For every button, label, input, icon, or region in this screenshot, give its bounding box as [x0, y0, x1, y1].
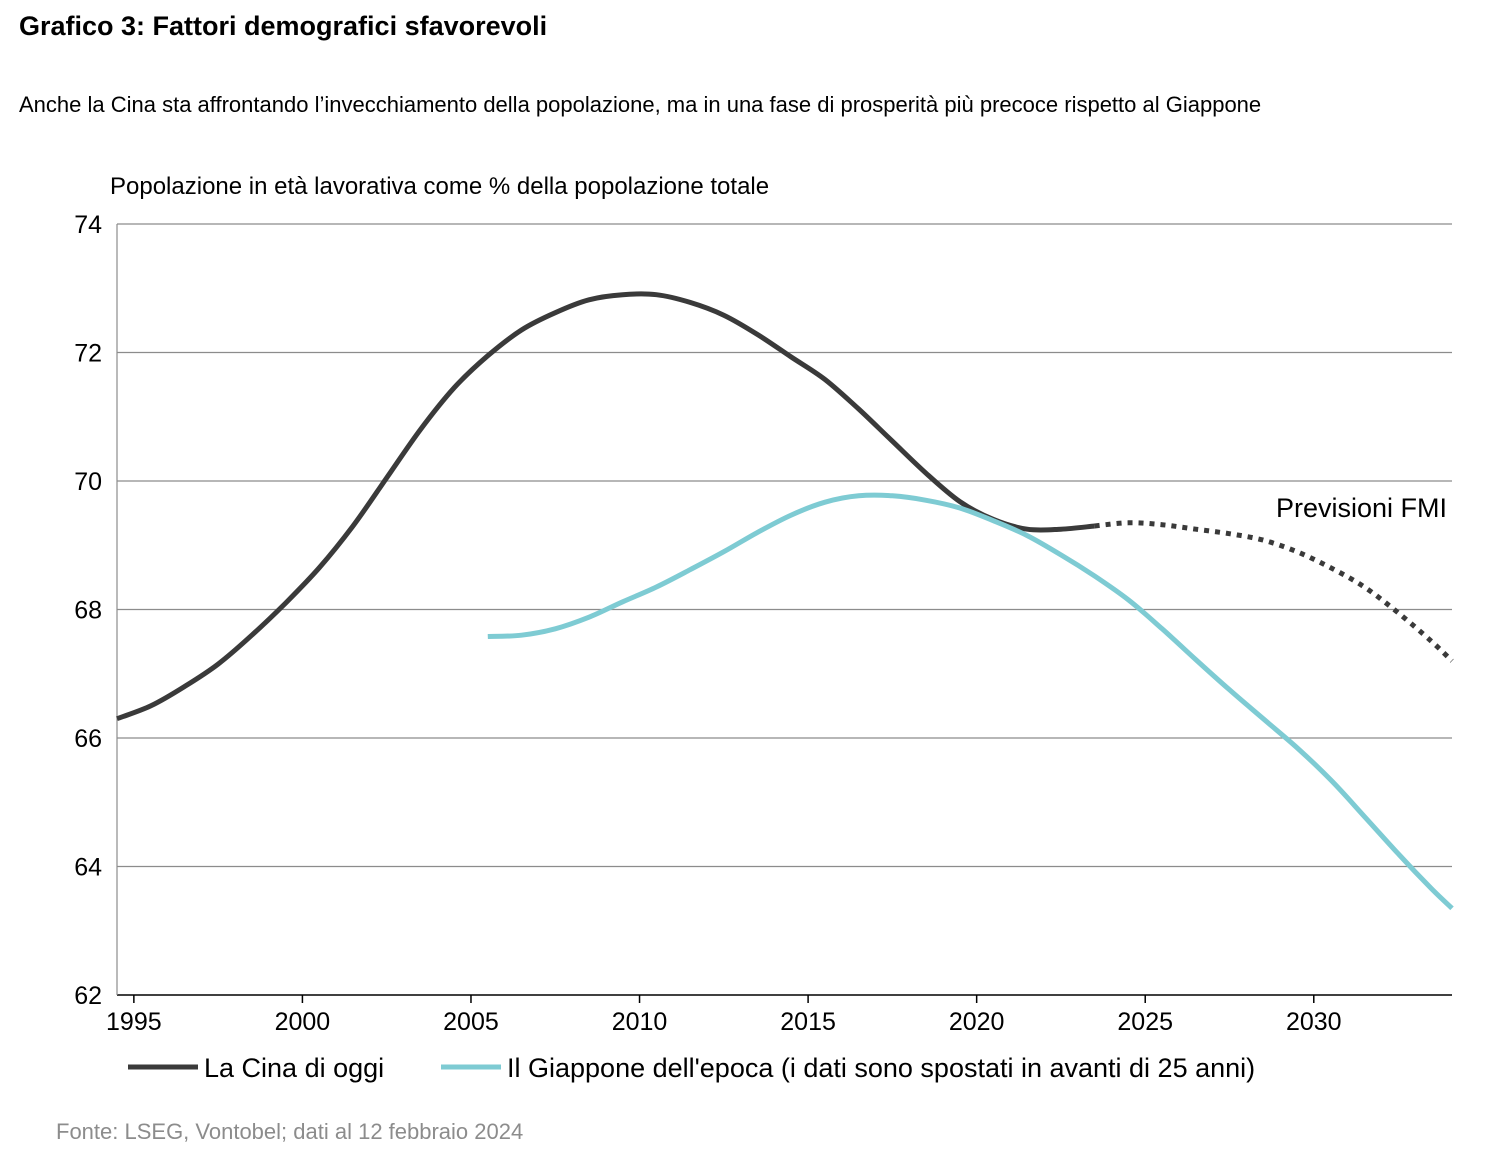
y-axis-tick-labels: 62 64 66 68 70 72 74	[74, 211, 102, 1010]
chart-subtitle: Anche la Cina sta affrontando l’invecchi…	[19, 92, 1262, 117]
y-tick-label: 70	[74, 468, 102, 496]
y-tick-label: 68	[74, 597, 102, 625]
y-tick-label: 66	[74, 725, 102, 753]
x-tick-label: 2015	[780, 1008, 836, 1036]
x-tick-label: 2030	[1286, 1008, 1342, 1036]
x-tick-label: 2025	[1117, 1008, 1173, 1036]
x-tick-label: 2010	[612, 1008, 668, 1036]
source-note: Fonte: LSEG, Vontobel; dati al 12 febbra…	[56, 1119, 524, 1144]
y-axis-label: Popolazione in età lavorativa come % del…	[110, 173, 769, 200]
y-tick-label: 72	[74, 340, 102, 368]
y-tick-label: 62	[74, 982, 102, 1010]
gridlines	[117, 223, 1452, 868]
series-line-japan	[487, 492, 1454, 911]
x-tick-label: 1995	[106, 1008, 162, 1036]
legend-label-japan: Il Giappone dell'epoca (i dati sono spos…	[507, 1053, 1255, 1083]
x-tick-label: 2000	[275, 1008, 331, 1036]
x-tick-label: 2005	[443, 1008, 499, 1036]
forecast-annotation: Previsioni FMI	[1276, 493, 1447, 523]
x-tick-label: 2020	[949, 1008, 1005, 1036]
x-axis: 1995 2000 2005 2010 2015 2020 2025 2030	[106, 224, 1452, 1036]
series-line-china	[116, 291, 1095, 722]
y-tick-label: 64	[74, 854, 102, 882]
y-tick-label: 74	[74, 211, 102, 239]
series-lines	[116, 291, 1454, 911]
legend: La Cina di oggi Il Giappone dell'epoca (…	[128, 1053, 1255, 1083]
series-line-imf-forecast	[1094, 520, 1454, 663]
legend-label-china: La Cina di oggi	[204, 1053, 384, 1083]
chart-title: Grafico 3: Fattori demografici sfavorevo…	[19, 11, 548, 41]
